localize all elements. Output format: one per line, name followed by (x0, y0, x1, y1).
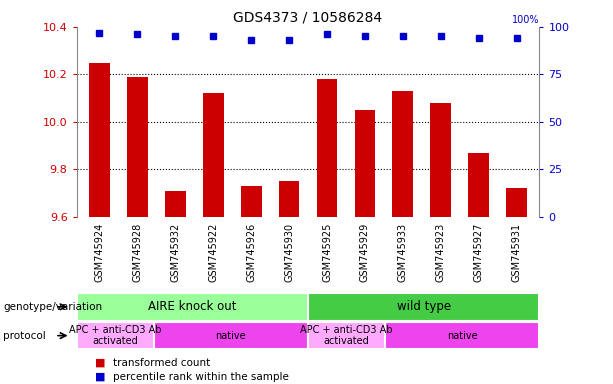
Bar (165, 191, 186, 217)
Text: transformed count: transformed count (113, 358, 211, 368)
Bar (77, 293, 308, 321)
Text: GSM745932: GSM745932 (170, 223, 180, 282)
Bar (279, 181, 300, 217)
Text: ■: ■ (95, 358, 105, 368)
Text: native: native (447, 331, 478, 341)
Bar (241, 186, 262, 217)
Text: GSM745924: GSM745924 (94, 223, 104, 282)
Text: GSM745929: GSM745929 (360, 223, 370, 282)
Bar (354, 110, 375, 217)
Bar (308, 322, 385, 349)
Bar (203, 93, 224, 217)
Text: protocol: protocol (3, 331, 46, 341)
Text: genotype/variation: genotype/variation (3, 302, 102, 312)
Bar (316, 79, 337, 217)
Title: GDS4373 / 10586284: GDS4373 / 10586284 (234, 10, 383, 24)
Text: GSM745926: GSM745926 (246, 223, 256, 282)
Text: wild type: wild type (397, 300, 451, 313)
Bar (392, 91, 413, 217)
Text: native: native (216, 331, 246, 341)
Text: GSM745933: GSM745933 (398, 223, 408, 282)
Text: APC + anti-CD3 Ab
activated: APC + anti-CD3 Ab activated (300, 325, 393, 346)
Bar (154, 322, 308, 349)
Text: GSM745922: GSM745922 (208, 223, 218, 282)
Bar (506, 189, 527, 217)
Text: AIRE knock out: AIRE knock out (148, 300, 237, 313)
Text: GSM745928: GSM745928 (132, 223, 142, 282)
Bar (430, 103, 451, 217)
Bar (308, 293, 539, 321)
Bar (127, 77, 148, 217)
Text: GSM745930: GSM745930 (284, 223, 294, 282)
Text: GSM745925: GSM745925 (322, 223, 332, 282)
Text: GSM745927: GSM745927 (474, 223, 484, 282)
Text: 100%: 100% (512, 15, 539, 25)
Bar (468, 153, 489, 217)
Bar (77, 322, 154, 349)
Text: ■: ■ (95, 372, 105, 382)
Text: percentile rank within the sample: percentile rank within the sample (113, 372, 289, 382)
Bar (385, 322, 539, 349)
Bar (89, 63, 110, 217)
Text: APC + anti-CD3 Ab
activated: APC + anti-CD3 Ab activated (69, 325, 161, 346)
Text: GSM745931: GSM745931 (512, 223, 522, 282)
Text: GSM745923: GSM745923 (436, 223, 446, 282)
